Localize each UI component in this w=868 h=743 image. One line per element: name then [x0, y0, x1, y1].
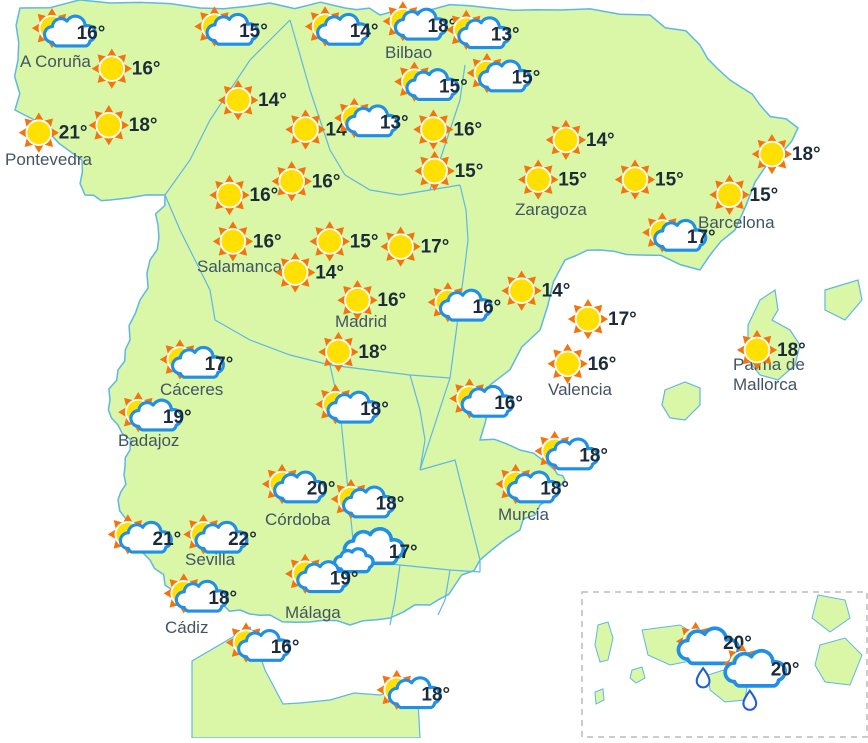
svg-text:15°: 15°: [439, 76, 468, 97]
svg-text:Badajoz: Badajoz: [118, 431, 179, 450]
svg-text:15°: 15°: [512, 68, 541, 89]
svg-text:Salamanca: Salamanca: [197, 257, 283, 276]
svg-text:Cáceres: Cáceres: [160, 380, 223, 399]
svg-text:14°: 14°: [350, 21, 379, 42]
svg-text:16°: 16°: [377, 290, 406, 311]
svg-text:Madrid: Madrid: [335, 312, 387, 331]
svg-text:14°: 14°: [258, 90, 287, 111]
svg-text:13°: 13°: [380, 113, 409, 134]
svg-text:14°: 14°: [315, 263, 344, 284]
svg-text:16°: 16°: [453, 120, 482, 141]
svg-text:Pontevedra: Pontevedra: [5, 150, 92, 169]
svg-text:20°: 20°: [307, 479, 336, 500]
svg-text:Málaga: Málaga: [285, 603, 341, 622]
svg-text:Cádiz: Cádiz: [165, 618, 208, 637]
svg-text:18°: 18°: [208, 588, 237, 609]
svg-text:17°: 17°: [608, 309, 637, 330]
svg-text:Valencia: Valencia: [548, 380, 612, 399]
svg-text:Zaragoza: Zaragoza: [515, 200, 587, 219]
svg-text:15°: 15°: [239, 21, 268, 42]
svg-text:18°: 18°: [421, 685, 450, 706]
svg-text:14°: 14°: [586, 130, 615, 151]
svg-text:18°: 18°: [376, 494, 405, 515]
svg-text:16°: 16°: [271, 637, 300, 658]
svg-text:Mallorca: Mallorca: [733, 375, 798, 394]
svg-text:15°: 15°: [455, 161, 484, 182]
svg-text:Córdoba: Córdoba: [265, 510, 331, 529]
svg-text:21°: 21°: [153, 529, 182, 550]
svg-text:18°: 18°: [360, 399, 389, 420]
svg-text:16°: 16°: [473, 297, 502, 318]
svg-text:15°: 15°: [750, 185, 779, 206]
svg-text:16°: 16°: [132, 59, 161, 80]
svg-text:16°: 16°: [312, 171, 341, 192]
svg-text:16°: 16°: [588, 354, 617, 375]
svg-text:21°: 21°: [59, 123, 88, 144]
svg-text:19°: 19°: [330, 568, 359, 589]
svg-text:16°: 16°: [77, 23, 106, 44]
svg-text:18°: 18°: [129, 115, 158, 136]
svg-text:16°: 16°: [494, 393, 523, 414]
svg-text:17°: 17°: [687, 227, 716, 248]
svg-text:Bilbao: Bilbao: [385, 43, 432, 62]
svg-text:Murcia: Murcia: [498, 505, 550, 524]
svg-text:18°: 18°: [777, 340, 806, 361]
svg-text:A Coruña: A Coruña: [20, 52, 91, 71]
svg-text:18°: 18°: [540, 479, 569, 500]
svg-text:18°: 18°: [358, 342, 387, 363]
svg-text:18°: 18°: [792, 144, 821, 165]
svg-text:17°: 17°: [205, 354, 234, 375]
svg-text:16°: 16°: [253, 231, 282, 252]
svg-text:22°: 22°: [228, 529, 257, 550]
svg-text:20°: 20°: [723, 633, 752, 654]
svg-text:20°: 20°: [771, 659, 800, 680]
svg-text:18°: 18°: [579, 446, 608, 467]
svg-text:15°: 15°: [655, 170, 684, 191]
svg-text:17°: 17°: [421, 237, 450, 258]
svg-text:19°: 19°: [163, 407, 192, 428]
svg-text:13°: 13°: [491, 25, 520, 46]
svg-text:16°: 16°: [250, 185, 279, 206]
svg-text:15°: 15°: [350, 231, 379, 252]
svg-text:17°: 17°: [389, 542, 418, 563]
svg-text:14°: 14°: [542, 281, 571, 302]
svg-text:15°: 15°: [558, 170, 587, 191]
